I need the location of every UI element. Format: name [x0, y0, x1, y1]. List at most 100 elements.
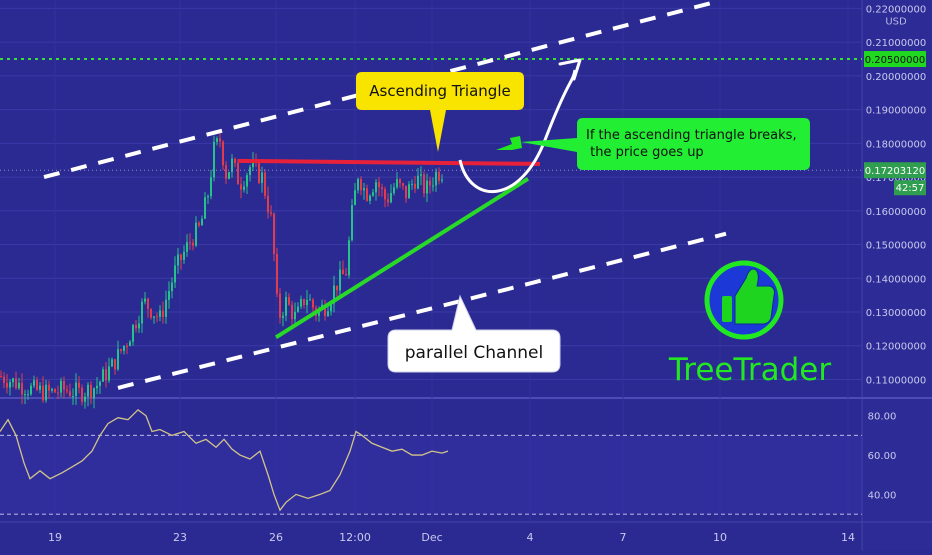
candle-body: [426, 180, 428, 194]
price-tick-label: 0.15000000: [866, 241, 926, 252]
candle-body: [66, 389, 68, 392]
candle-body: [204, 197, 206, 219]
time-tick-label: 19: [48, 531, 62, 544]
candle-body: [108, 366, 110, 381]
time-tick-label: 12:00: [339, 531, 371, 544]
oscillator-tick-label: 40.00: [868, 490, 897, 501]
candle-body: [336, 285, 338, 291]
candle-body: [291, 304, 293, 320]
price-tick-label: 0.22000000: [866, 4, 926, 15]
time-axis[interactable]: 19 23 26 12:00 Dec 4 7 10 14: [48, 531, 855, 544]
candle-body: [216, 138, 218, 142]
candle-body: [189, 242, 191, 244]
candle-body: [273, 213, 275, 255]
candle-body: [135, 324, 137, 329]
candle-body: [330, 303, 332, 312]
candle-body: [267, 195, 269, 213]
candle-body: [198, 222, 200, 226]
oscillator-pane[interactable]: 80.00 60.00 40.00: [0, 408, 897, 515]
channel-lower-line[interactable]: [117, 231, 727, 390]
ascending-triangle[interactable]: [237, 136, 541, 339]
candle-body: [120, 349, 122, 351]
candle-body: [99, 381, 101, 386]
candle-body: [213, 141, 215, 178]
candle-body: [147, 298, 149, 309]
triangle-label: Ascending Triangle: [369, 82, 510, 100]
time-tick-label: 26: [269, 531, 283, 544]
candle-body: [33, 380, 35, 386]
candle-body: [3, 376, 5, 383]
candle-body: [294, 311, 296, 320]
candle-body: [84, 396, 86, 402]
candle-body: [57, 392, 59, 394]
time-tick-label: 23: [173, 531, 187, 544]
candle-body: [243, 186, 245, 190]
oscillator-line[interactable]: [0, 408, 449, 512]
candle-body: [423, 174, 425, 194]
candle-body: [327, 311, 329, 317]
candle-body: [132, 324, 134, 342]
candle-body: [357, 178, 359, 191]
candle-body: [282, 315, 284, 318]
candle-body: [303, 299, 305, 306]
candle-body: [420, 174, 422, 176]
channel-callout[interactable]: parallel Channel: [387, 294, 561, 373]
candle-body: [48, 384, 50, 391]
candle-body: [75, 382, 77, 397]
candle-body: [192, 242, 194, 246]
candle-body: [0, 376, 2, 378]
candle-body: [141, 301, 143, 324]
candle-body: [153, 316, 155, 318]
candle-body: [237, 163, 239, 185]
candle-body: [264, 172, 266, 196]
resistance-line[interactable]: [237, 158, 541, 166]
time-tick-label: 7: [620, 531, 627, 544]
breakout-callout[interactable]: If the ascending triangle breaks, the pr…: [521, 118, 810, 170]
triangle-callout[interactable]: Ascending Triangle: [356, 72, 524, 152]
price-axis-panel: [862, 0, 932, 550]
candle-body: [219, 138, 221, 142]
candle-body: [378, 182, 380, 188]
candle-body: [306, 299, 308, 306]
candle-body: [42, 385, 44, 401]
candle-body: [129, 341, 131, 347]
candle-body: [399, 179, 401, 184]
brand-name: TreeTrader: [668, 352, 831, 388]
price-axis[interactable]: USD 0.22000000 0.21000000 0.20000000 0.1900…: [866, 4, 926, 386]
candle-body: [363, 188, 365, 191]
candle-body: [93, 388, 95, 399]
candle-body: [438, 171, 440, 181]
candle-body: [234, 158, 236, 164]
callout-bubble: [387, 294, 561, 373]
candle-body: [231, 158, 233, 173]
candle-body: [270, 212, 272, 214]
currency-label: USD: [885, 16, 907, 27]
last-price-label: 0.17203120: [865, 166, 925, 177]
candle-body: [6, 382, 8, 388]
candle-body: [408, 184, 410, 199]
projection-arrow[interactable]: [458, 69, 577, 194]
candle-body: [285, 296, 287, 316]
price-tick-label: 0.11000000: [866, 375, 926, 386]
breakout-marker-icon: [496, 136, 522, 150]
candle-body: [15, 378, 17, 389]
candle-body: [105, 369, 107, 381]
arrow-head-icon: [558, 58, 582, 81]
countdown-label: 42:57: [896, 183, 925, 194]
candle-body: [39, 385, 41, 390]
candle-body: [297, 306, 299, 312]
oscillator-tick-label: 60.00: [868, 451, 897, 462]
candle-body: [354, 190, 356, 206]
support-line[interactable]: [274, 177, 530, 339]
price-tick-label: 0.18000000: [866, 139, 926, 150]
candle-body: [201, 218, 203, 226]
candle-body: [228, 172, 230, 179]
candle-body: [63, 380, 65, 390]
candle-body: [441, 179, 443, 181]
price-tick-label: 0.14000000: [866, 274, 926, 285]
candle-body: [21, 382, 23, 395]
time-tick-label: Dec: [421, 531, 442, 544]
candle-body: [381, 187, 383, 190]
breakout-note-line1: If the ascending triangle breaks,: [586, 128, 797, 143]
